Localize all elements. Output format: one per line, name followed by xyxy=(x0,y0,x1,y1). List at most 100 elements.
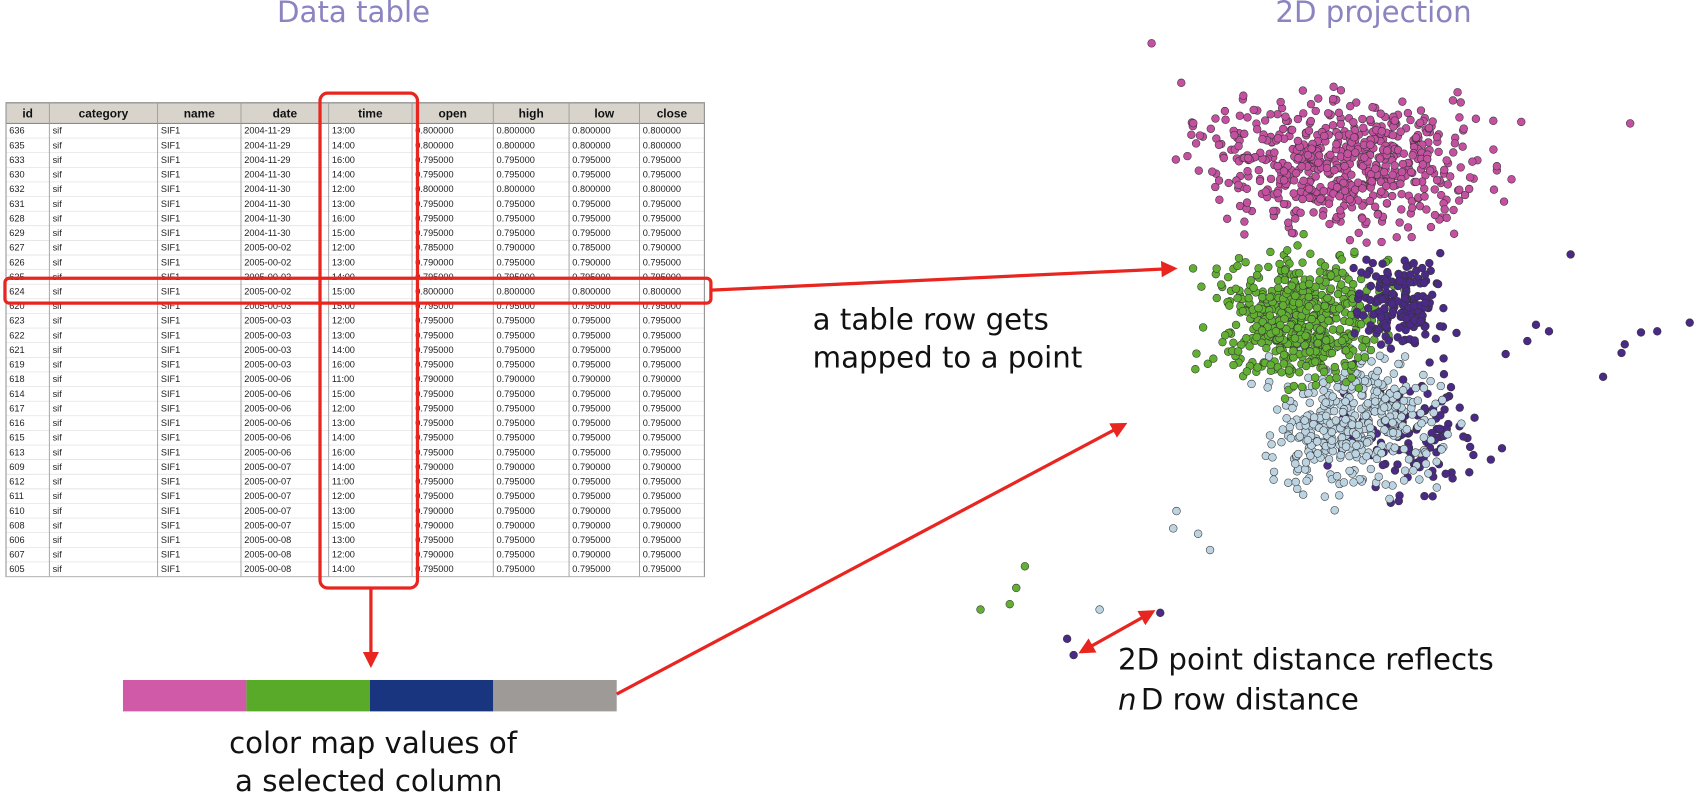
point xyxy=(1394,359,1403,369)
table-cell: SIF1 xyxy=(161,520,180,530)
table-cell: 2005-00-06 xyxy=(244,447,291,457)
point xyxy=(1242,333,1251,343)
point xyxy=(1321,398,1330,407)
point xyxy=(1336,206,1345,215)
table-cell: 0.795000 xyxy=(643,418,681,428)
point xyxy=(1280,266,1290,275)
point xyxy=(1311,373,1320,382)
point xyxy=(1296,208,1305,217)
point xyxy=(1449,229,1459,238)
point xyxy=(1383,376,1392,385)
point xyxy=(1441,469,1450,478)
point xyxy=(1354,228,1363,238)
point xyxy=(1443,180,1453,189)
table-cell: sif xyxy=(53,140,63,150)
point xyxy=(1293,114,1303,124)
table-cell: 0.795000 xyxy=(572,403,610,413)
table-cell: 2005-00-07 xyxy=(244,462,291,472)
point xyxy=(1432,132,1442,142)
point xyxy=(1020,562,1030,571)
table-cell: 16:00 xyxy=(332,155,355,165)
table-cell: 0.795000 xyxy=(572,360,610,370)
point xyxy=(1380,167,1389,177)
table-cell: 629 xyxy=(9,228,24,238)
point xyxy=(1437,445,1446,454)
point xyxy=(1273,405,1282,414)
table-cell: 14:00 xyxy=(332,345,355,355)
point xyxy=(1311,172,1320,181)
point xyxy=(1372,387,1382,396)
table-cell: sif xyxy=(53,243,63,253)
point xyxy=(1382,181,1391,191)
table-cell: 0.795000 xyxy=(497,477,535,487)
point xyxy=(1332,140,1341,149)
point xyxy=(1327,348,1337,358)
point xyxy=(1337,336,1347,346)
table-cell: SIF1 xyxy=(161,389,180,399)
point xyxy=(1366,281,1376,291)
table-cell: 0.795000 xyxy=(643,389,681,399)
table-cell: 0.795000 xyxy=(643,316,681,326)
point xyxy=(1420,184,1429,193)
point xyxy=(1212,293,1221,303)
point xyxy=(1339,178,1348,188)
table-cell: 0.790000 xyxy=(572,506,610,516)
table-cell: 0.795000 xyxy=(572,477,610,487)
point xyxy=(1197,282,1206,291)
table-cell: 0.795000 xyxy=(497,257,535,267)
point xyxy=(1360,353,1370,362)
color-swatch xyxy=(369,679,494,712)
point xyxy=(1455,113,1464,122)
point xyxy=(1258,293,1267,302)
table-cell: 0.790000 xyxy=(415,506,453,516)
point xyxy=(1406,270,1415,279)
point xyxy=(1316,325,1325,334)
table-cell: 2005-00-06 xyxy=(244,433,291,443)
point xyxy=(1368,258,1377,268)
point xyxy=(1301,458,1311,467)
point xyxy=(1280,275,1290,285)
point xyxy=(1095,605,1104,614)
point xyxy=(1460,190,1470,200)
point xyxy=(1245,342,1254,351)
point xyxy=(1336,86,1346,95)
table-cell: 2004-11-29 xyxy=(244,155,290,165)
point xyxy=(1242,184,1252,194)
table-cell: 0.795000 xyxy=(497,228,535,238)
column-header: name xyxy=(184,106,215,120)
point xyxy=(1304,279,1314,289)
point xyxy=(1424,123,1434,133)
point xyxy=(1489,185,1499,194)
point xyxy=(1388,307,1398,317)
point xyxy=(1187,130,1196,139)
point xyxy=(1254,166,1263,175)
table-cell: 0.795000 xyxy=(572,170,610,180)
table-cell: 0.795000 xyxy=(643,345,681,355)
point xyxy=(1341,346,1351,355)
point xyxy=(1335,304,1344,313)
table-cell: 0.795000 xyxy=(415,535,453,545)
table-cell: 12:00 xyxy=(332,491,355,501)
table-cell: SIF1 xyxy=(161,550,180,560)
point xyxy=(1193,529,1203,538)
point xyxy=(1415,475,1424,484)
point xyxy=(1418,263,1427,273)
point xyxy=(1392,233,1401,242)
point xyxy=(1465,468,1474,477)
table-cell: SIF1 xyxy=(161,170,180,180)
point xyxy=(1416,317,1425,326)
point xyxy=(1333,382,1342,392)
point xyxy=(1428,492,1437,501)
point xyxy=(1383,146,1392,155)
table-cell: 0.795000 xyxy=(572,564,610,574)
point xyxy=(1289,176,1299,185)
point xyxy=(1304,388,1313,398)
table-cell: 626 xyxy=(9,257,24,267)
table-cell: sif xyxy=(53,403,63,413)
point xyxy=(1364,326,1374,335)
point xyxy=(1394,496,1403,506)
table-cell: 14:00 xyxy=(332,433,355,443)
table-cell: 0.795000 xyxy=(415,316,453,326)
point xyxy=(1350,329,1359,338)
table-cell: sif xyxy=(53,477,63,487)
